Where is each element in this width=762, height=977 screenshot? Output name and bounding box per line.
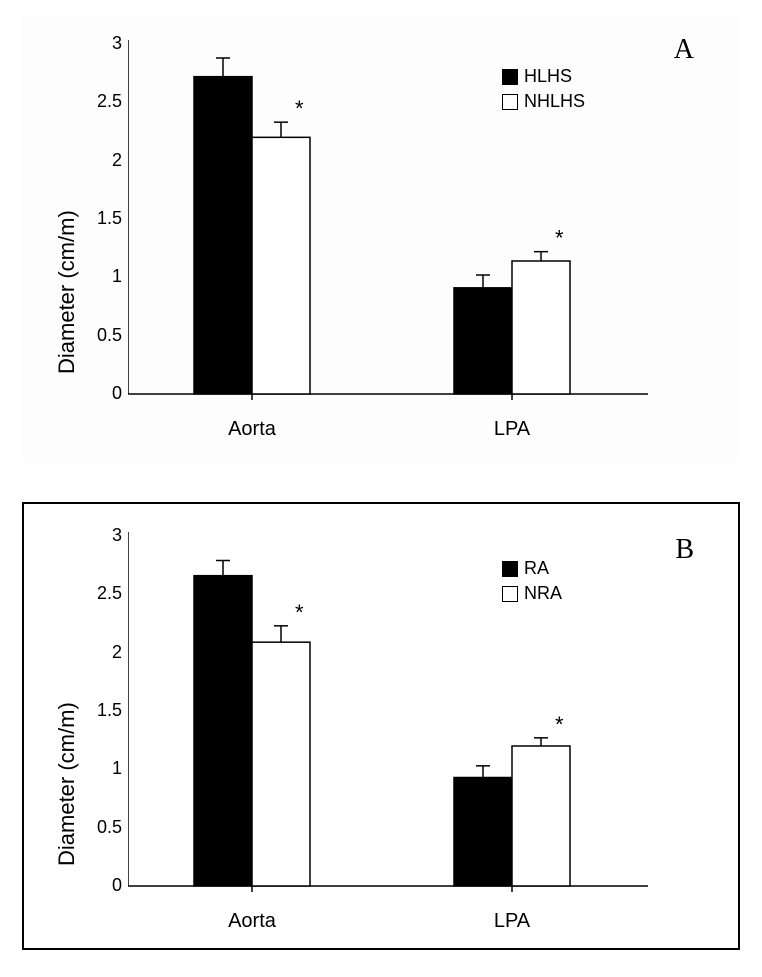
panel-label-a: A [674, 34, 694, 66]
bar [252, 137, 310, 394]
ytick-label: 3 [80, 525, 122, 546]
ytick-label: 1.5 [80, 208, 122, 229]
ytick-label: 2.5 [80, 91, 122, 112]
cat-label-b-1: LPA [452, 910, 572, 933]
ytick-label: 1 [80, 266, 122, 287]
bar [454, 778, 512, 887]
plot-svg-a: ** [128, 34, 648, 414]
ytick-label: 1.5 [80, 700, 122, 721]
ytick-label: 0 [80, 383, 122, 404]
plot-b: ** [128, 526, 648, 906]
significance-star: * [295, 600, 304, 625]
bar [252, 642, 310, 886]
page: A HLHS NHLHS Diameter (cm/m) 00.511.522.… [0, 0, 762, 977]
panel-b: B RA NRA Diameter (cm/m) 00.511.522.53 *… [22, 502, 740, 950]
bar [194, 576, 252, 886]
panel-label-b: B [675, 534, 694, 566]
ytick-label: 2 [80, 150, 122, 171]
ytick-label: 2 [80, 642, 122, 663]
bar [194, 77, 252, 394]
cat-label-a-1: LPA [452, 418, 572, 441]
ytick-label: 0 [80, 875, 122, 896]
ytick-label: 0.5 [80, 325, 122, 346]
ytick-label: 1 [80, 758, 122, 779]
ytick-label: 3 [80, 33, 122, 54]
bar [512, 261, 570, 394]
cat-label-b-0: Aorta [192, 910, 312, 933]
ylabel-b: Diameter (cm/m) [54, 702, 80, 866]
plot-a: ** [128, 34, 648, 414]
panel-a: A HLHS NHLHS Diameter (cm/m) 00.511.522.… [22, 14, 740, 462]
ylabel-a: Diameter (cm/m) [54, 210, 80, 374]
cat-label-a-0: Aorta [192, 418, 312, 441]
significance-star: * [295, 96, 304, 121]
ytick-label: 0.5 [80, 817, 122, 838]
bar [454, 288, 512, 394]
bar [512, 746, 570, 886]
significance-star: * [555, 226, 564, 251]
ytick-label: 2.5 [80, 583, 122, 604]
plot-svg-b: ** [128, 526, 648, 906]
significance-star: * [555, 712, 564, 737]
